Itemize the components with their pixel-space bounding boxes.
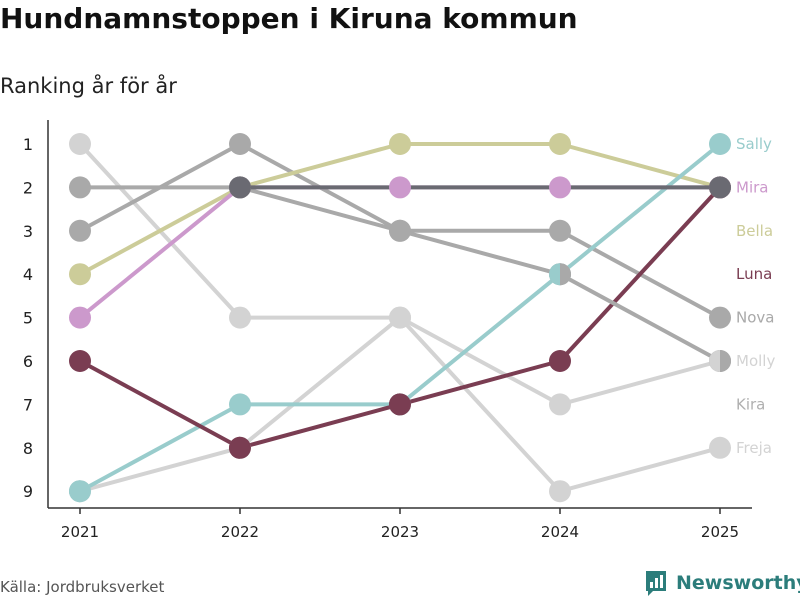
- legend-label-kira: Kira: [736, 395, 765, 413]
- point-bella-2024: [549, 133, 571, 155]
- y-tick-label-5: 5: [23, 309, 33, 328]
- point-x-2023: [389, 219, 411, 242]
- brand-name: Newsworthy: [676, 572, 800, 594]
- point-mira-2023: [389, 176, 411, 199]
- legend-label-mira: Mira: [736, 178, 768, 196]
- y-tick-label-7: 7: [23, 395, 33, 414]
- point-kira-2023: [389, 306, 411, 329]
- point-sally-2022: [229, 393, 251, 416]
- point-half-luna-2023: [389, 393, 400, 416]
- legend-label-nova: Nova: [736, 309, 774, 327]
- point-half-luna-2022: [229, 436, 240, 459]
- point-bella-2023: [389, 133, 411, 155]
- point-mira-2024: [549, 176, 571, 199]
- x-tick-label-2025: 2025: [701, 523, 739, 541]
- y-tick-label-8: 8: [23, 439, 33, 458]
- series-line-mira: [78, 185, 722, 320]
- legend-label-bella: Bella: [736, 222, 773, 240]
- point-freja-2022: [229, 306, 251, 329]
- y-tick-label-9: 9: [23, 482, 33, 501]
- y-tick-label-3: 3: [23, 222, 33, 241]
- point-freja-2024: [549, 480, 571, 503]
- point-freja-2021: [69, 133, 91, 155]
- point-mira-2021: [69, 306, 91, 329]
- point-nova-2021: [69, 219, 91, 242]
- legend-label-sally: Sally: [736, 135, 772, 153]
- chart-title: Hundnamnstoppen i Kiruna kommun: [0, 2, 578, 35]
- point-half-sally-2024: [549, 263, 560, 286]
- point-luna-2021: [69, 350, 91, 372]
- point-y-2025: [709, 176, 731, 199]
- x-tick-label-2024: 2024: [541, 523, 579, 541]
- x-tick-label-2022: 2022: [221, 523, 259, 541]
- chart-subtitle: Ranking år för år: [0, 74, 177, 98]
- source-note: Källa: Jordbruksverket: [0, 578, 165, 596]
- point-kira-2024: [549, 393, 571, 416]
- x-tick-label-2021: 2021: [61, 523, 99, 541]
- point-x-2021: [69, 176, 91, 199]
- point-sally-2025: [709, 133, 731, 155]
- point-half-x-2024: [560, 263, 571, 286]
- y-tick-label-6: 6: [23, 352, 33, 371]
- legend-label-luna: Luna: [736, 265, 772, 283]
- legend-label-molly: Molly: [736, 352, 775, 370]
- point-half-kira-2025: [709, 350, 720, 372]
- y-tick-label-2: 2: [23, 178, 33, 197]
- point-half-sally-2021: [69, 480, 80, 503]
- x-tick-label-2023: 2023: [381, 523, 419, 541]
- point-nova-2024: [549, 219, 571, 242]
- series-line-bella: [78, 142, 722, 277]
- series-line-x: [78, 185, 722, 363]
- legend-label-freja: Freja: [736, 439, 772, 457]
- point-bella-2021: [69, 263, 91, 286]
- newsworthy-logo-icon: [646, 571, 666, 596]
- point-freja-2025: [709, 436, 731, 459]
- brand[interactable]: Newsworthy: [644, 568, 800, 598]
- point-nova-2022: [229, 133, 251, 155]
- point-luna-2024: [549, 350, 571, 372]
- y-tick-label-4: 4: [23, 265, 33, 284]
- point-nova-2025: [709, 306, 731, 329]
- point-half-x-2025: [720, 350, 731, 372]
- y-tick-label-1: 1: [23, 135, 33, 154]
- point-y-2022: [229, 176, 251, 199]
